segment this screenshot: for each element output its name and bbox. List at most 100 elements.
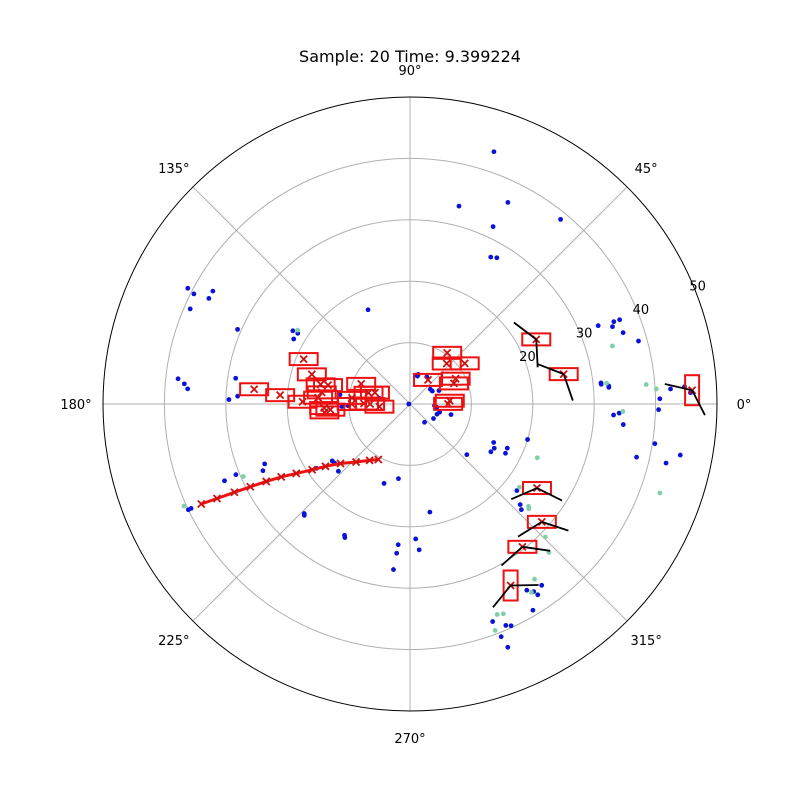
radial-tick-label: 50 xyxy=(689,280,706,295)
track-box xyxy=(434,393,465,408)
scatter-point xyxy=(233,375,239,381)
scatter-point xyxy=(535,592,541,598)
velocity-line xyxy=(562,373,574,401)
chart-title: Sample: 20 Time: 9.399224 xyxy=(299,47,521,66)
scatter-point xyxy=(634,454,639,460)
scatter-point xyxy=(643,382,649,387)
angle-tick-label: 270° xyxy=(394,732,425,747)
axis-labels: 0° 45° 90° 135° 180° 225° 270° 315° 20 30 40 50 xyxy=(60,64,751,747)
scatter-point xyxy=(505,200,511,205)
scatter-point xyxy=(185,507,191,513)
scatter-point xyxy=(611,412,616,418)
velocity-line xyxy=(535,339,539,368)
track xyxy=(239,382,270,397)
angular-gridline xyxy=(192,186,411,405)
velocity-line xyxy=(537,363,565,375)
track xyxy=(296,367,327,382)
angle-tick-label: 315° xyxy=(631,634,662,649)
track-box xyxy=(521,481,552,496)
scatter-point xyxy=(526,503,531,509)
scatter-point xyxy=(226,397,232,402)
scatter-point xyxy=(391,567,396,572)
scatter-point xyxy=(185,386,191,392)
scatter-point xyxy=(595,323,601,329)
track-marker xyxy=(443,348,452,357)
track-box xyxy=(684,374,701,407)
scatter-point xyxy=(381,480,387,486)
scatter-point xyxy=(504,445,510,451)
track-marker xyxy=(275,391,285,400)
track-box xyxy=(432,345,463,360)
velocity-line xyxy=(541,521,569,532)
scatter-point xyxy=(335,468,341,474)
scatter-point xyxy=(491,440,497,445)
angular-gridline xyxy=(409,186,628,405)
scatter-point xyxy=(175,376,181,382)
scatter-point xyxy=(416,547,422,553)
scatter-point xyxy=(295,327,301,333)
scatter-point xyxy=(620,422,626,427)
track xyxy=(432,345,463,360)
scatter-point xyxy=(524,587,530,593)
scatter-point xyxy=(663,460,669,466)
track-line-marker xyxy=(321,462,330,471)
scatter-point xyxy=(456,203,462,209)
scatter-point xyxy=(525,437,530,442)
scatter-point xyxy=(530,607,536,613)
scatter-point xyxy=(235,393,241,399)
scatter-point xyxy=(488,254,494,260)
velocity-line xyxy=(492,584,512,608)
track xyxy=(313,378,344,393)
velocity-line xyxy=(691,389,706,416)
scatter-point xyxy=(413,536,419,542)
scatter-point xyxy=(539,582,545,588)
track-line-marker xyxy=(336,459,345,468)
track xyxy=(492,569,539,608)
scatter-point xyxy=(431,416,436,421)
scatter-point xyxy=(262,461,268,467)
scatter-point xyxy=(488,449,494,455)
track-marker xyxy=(460,359,469,368)
angle-tick-label: 0° xyxy=(737,398,752,413)
track-box xyxy=(449,356,480,371)
track-line xyxy=(200,458,379,506)
scatter-point xyxy=(464,452,470,458)
track-marker xyxy=(249,385,259,394)
data-marks xyxy=(175,149,706,650)
velocity-line xyxy=(510,487,538,501)
track xyxy=(431,356,462,371)
scatter-point xyxy=(598,380,604,386)
track-marker xyxy=(375,402,384,411)
track xyxy=(336,390,367,405)
scatter-point xyxy=(517,502,523,508)
scatter-point xyxy=(532,576,537,582)
scatter-point xyxy=(604,380,610,386)
track-marker xyxy=(370,388,380,397)
scatter-point xyxy=(611,319,617,325)
track-line-marker xyxy=(292,469,301,478)
track-marker xyxy=(326,405,335,414)
scatter-point xyxy=(503,450,508,456)
scatter-point xyxy=(187,306,193,312)
track-box xyxy=(288,352,319,367)
scatter-point xyxy=(529,589,534,595)
scatter-point xyxy=(240,474,246,479)
velocity-line xyxy=(517,521,543,538)
scatter-point xyxy=(490,224,496,230)
scatter-point xyxy=(636,338,641,344)
scatter-point xyxy=(534,455,540,461)
scatter-point xyxy=(501,611,506,617)
scatter-point xyxy=(514,488,520,493)
scatter-point xyxy=(617,317,623,323)
track-box xyxy=(438,376,469,391)
angle-tick-label: 45° xyxy=(635,162,658,177)
scatter-point xyxy=(437,409,442,415)
scatter-point xyxy=(656,407,662,413)
scatter-point xyxy=(558,216,563,222)
scatter-point xyxy=(620,330,626,336)
scatter-point xyxy=(394,550,400,556)
scatter-point xyxy=(191,291,197,297)
track-marker xyxy=(442,359,451,368)
track-line-marker xyxy=(230,488,239,497)
